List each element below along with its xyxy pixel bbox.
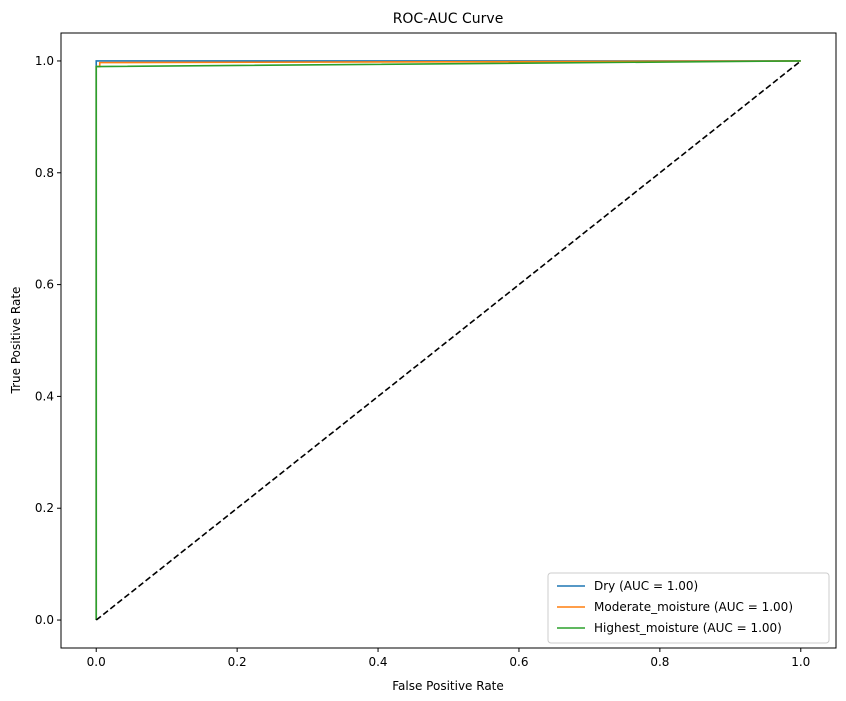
x-axis-ticks: 0.0 0.2 0.4 0.6 0.8 1.0 (87, 648, 810, 669)
plot-area (60, 32, 837, 649)
x-tick-label: 0.2 (228, 655, 247, 669)
chart-title: ROC-AUC Curve (393, 11, 504, 27)
legend-entry: Highest_moisture (AUC = 1.00) (594, 621, 782, 635)
y-tick-label: 0.8 (35, 166, 54, 180)
legend: Dry (AUC = 1.00) Moderate_moisture (AUC =… (547, 572, 830, 644)
y-tick-label: 0.4 (35, 389, 54, 403)
plot-frame (60, 32, 837, 649)
legend-entry: Moderate_moisture (AUC = 1.00) (594, 600, 793, 614)
series-line-0 (95, 60, 801, 621)
y-tick-label: 1.0 (35, 54, 54, 68)
series-line-1 (95, 60, 801, 621)
x-tick-label: 0.6 (509, 655, 528, 669)
y-axis-label: True Positive Rate (9, 287, 23, 395)
y-axis-ticks: 0.0 0.2 0.4 0.6 0.8 1.0 (35, 54, 61, 627)
legend-entry: Dry (AUC = 1.00) (594, 579, 698, 593)
x-tick-label: 1.0 (791, 655, 810, 669)
y-tick-label: 0.0 (35, 613, 54, 627)
x-tick-label: 0.8 (650, 655, 669, 669)
x-axis-label: False Positive Rate (392, 679, 504, 693)
x-tick-label: 0.4 (368, 655, 387, 669)
y-tick-label: 0.2 (35, 501, 54, 515)
legend-box (547, 572, 830, 644)
x-tick-label: 0.0 (87, 655, 106, 669)
series-line-2 (95, 60, 801, 621)
y-tick-label: 0.6 (35, 278, 54, 292)
chance-diagonal-line (95, 60, 802, 621)
